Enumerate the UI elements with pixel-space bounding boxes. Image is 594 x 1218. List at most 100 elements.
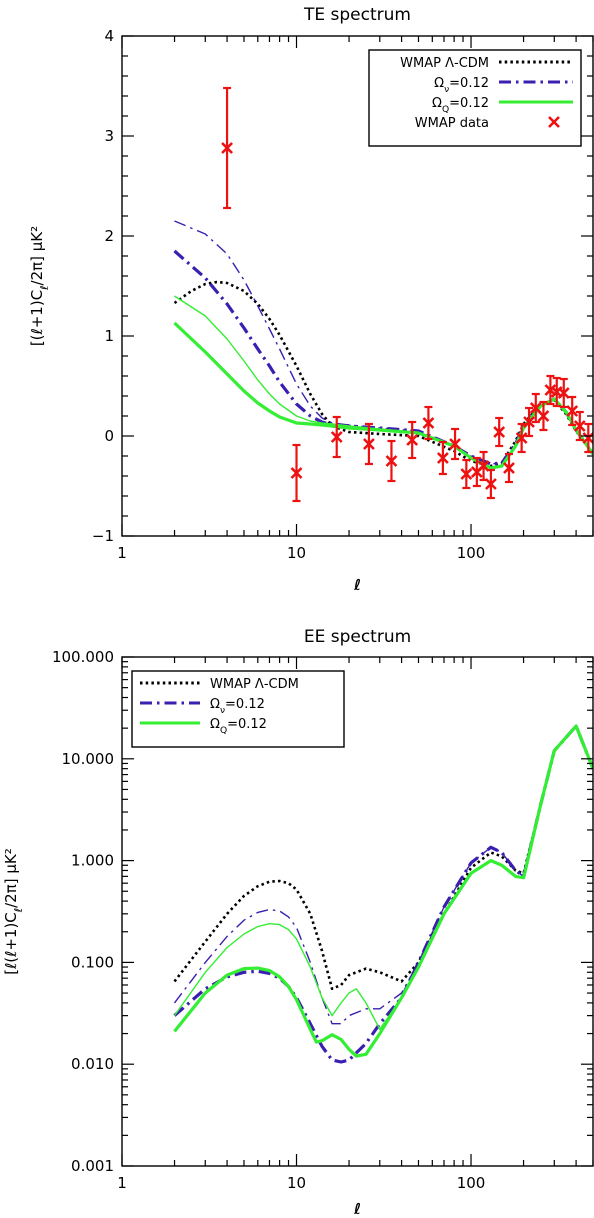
cross-marker [477, 460, 490, 472]
series-line-2 [173, 725, 593, 1025]
cross-marker [449, 438, 461, 450]
cross-marker [537, 410, 550, 422]
data-point-21 [557, 377, 570, 409]
data-point-4 [385, 439, 398, 483]
legend-label: WMAP Λ-CDM [400, 56, 489, 71]
y-tick-label: 2 [104, 227, 114, 245]
y-tick-label: 4 [104, 27, 114, 45]
y-tick-label: 0 [104, 427, 114, 445]
x-tick-label: 10 [287, 1174, 306, 1192]
cross-marker [582, 432, 593, 444]
cross-marker [422, 417, 435, 429]
data-point-12 [484, 468, 497, 500]
legend-label: WMAP data [415, 116, 489, 131]
data-point-14 [503, 452, 515, 484]
x-tick-label: 1 [117, 1174, 127, 1192]
series-line-0 [173, 280, 593, 468]
y-tick-label: 0.100 [71, 953, 114, 971]
cross-marker [330, 431, 343, 443]
data-point-16 [523, 406, 535, 438]
data-point-24 [582, 422, 593, 454]
cross-marker [406, 434, 419, 446]
cross-marker [523, 416, 535, 428]
chart-1: EE spectrum 1 10 100 0.001 0.010 0.100 1.000 10.… [2, 627, 594, 1218]
data-point-13 [493, 416, 506, 448]
data-point-9 [460, 458, 473, 490]
data-point-3 [363, 422, 375, 466]
series-line-1 [173, 724, 593, 1064]
legend-label: ΩQ=0.12 [432, 96, 489, 115]
legend-box [368, 49, 582, 147]
y-tick-label: −1 [92, 527, 114, 545]
x-tick-label: 1 [117, 544, 127, 562]
data-point-5 [406, 420, 419, 460]
legend-swatch [548, 116, 560, 128]
chart-title: EE spectrum [304, 627, 411, 647]
legend-label: WMAP Λ-CDM [210, 677, 299, 692]
legend-label: Ων=0.12 [434, 76, 489, 95]
x-tick-label: 10 [287, 544, 306, 562]
y-tick-label: 100.000 [52, 648, 114, 666]
data-point-7 [436, 440, 449, 476]
cross-marker [544, 384, 557, 396]
cross-marker [557, 387, 570, 399]
cross-marker [484, 478, 497, 490]
cross-marker [436, 452, 449, 464]
data-point-18 [537, 400, 550, 432]
x-axis-label: ℓ [353, 1200, 361, 1218]
cross-marker [363, 438, 375, 450]
y-tick-label: 1.000 [71, 852, 114, 870]
legend-item: WMAP data [415, 116, 560, 131]
axes-frame [121, 656, 594, 1167]
cross-marker [290, 467, 303, 479]
series-line-2 [174, 220, 593, 465]
data-point-19 [544, 374, 557, 406]
data-point-15 [515, 422, 528, 454]
y-tick-label: 10.000 [62, 750, 115, 768]
legend-box [131, 670, 345, 748]
cross-marker [385, 455, 398, 467]
series-line-0 [173, 724, 593, 991]
data-point-22 [566, 395, 579, 427]
legend-item: ΩQ=0.12 [432, 96, 573, 115]
legend-label: Ων=0.12 [210, 697, 265, 716]
cross-marker [515, 432, 528, 444]
chart-0: TE spectrum 1 10 100 −1 0 1 2 3 4 ℓ [(ℓ+1)Cℓ/2π] μK… [28, 5, 594, 594]
x-axis-label: ℓ [353, 576, 361, 594]
series-line-3 [173, 321, 593, 470]
legend-item: Ων=0.12 [140, 697, 265, 716]
y-tick-label: 0.010 [71, 1055, 114, 1073]
y-tick-label: 1 [104, 327, 114, 345]
axes-frame [121, 35, 594, 537]
y-axis-label: [(ℓ+1)Cℓ/2π] μK² [28, 226, 51, 346]
data-point-1 [290, 443, 303, 503]
cross-marker [503, 462, 515, 474]
cross-marker [221, 142, 233, 154]
series-line-4 [174, 295, 593, 469]
x-tick-label: 100 [457, 544, 486, 562]
x-tick-label: 100 [457, 1174, 486, 1192]
data-point-10 [470, 456, 483, 488]
data-point-23 [573, 410, 586, 442]
y-tick-label: 0.001 [71, 1157, 114, 1175]
data-point-11 [477, 450, 490, 482]
data-point-2 [330, 415, 343, 459]
y-axis-label: [ℓ(ℓ+1)Cℓ/2π] μK² [2, 848, 25, 975]
cross-marker [573, 420, 586, 432]
plot-area [173, 724, 593, 1064]
legend-item: WMAP Λ-CDM [140, 677, 299, 692]
data-point-0 [221, 86, 233, 210]
series-line-1 [173, 249, 593, 466]
plot-area [173, 86, 593, 503]
data-point-6 [422, 405, 435, 441]
cross-marker [529, 402, 542, 414]
series-line-4 [173, 725, 593, 1031]
y-tick-label: 3 [104, 127, 114, 145]
legend-item: WMAP Λ-CDM [400, 56, 573, 71]
chart-title: TE spectrum [303, 5, 411, 25]
cross-marker [460, 468, 473, 480]
cross-marker [493, 426, 506, 438]
